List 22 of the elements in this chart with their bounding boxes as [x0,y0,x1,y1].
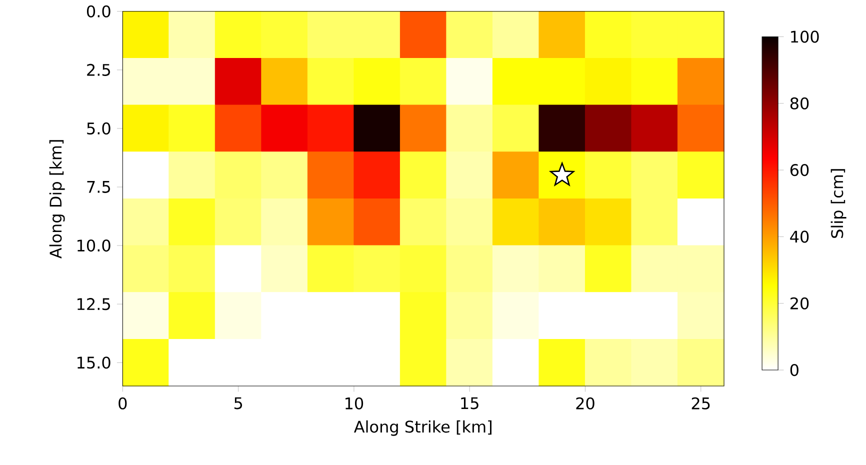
y-tick-label: 5.0 [87,122,110,135]
y-tick-label: 15.0 [78,356,110,369]
x-tick-label: 15 [461,397,478,410]
color-bar-label: 20 [790,297,809,310]
y-tick-label: 2.5 [87,64,110,76]
color-bar-label: 0 [790,364,798,376]
x-tick-label: 10 [346,397,364,410]
x-tick-label: 20 [576,397,594,410]
y-tick-label: 12.5 [78,298,110,310]
y-tick-label: 0.0 [86,5,110,18]
x-tick-label: 25 [692,397,710,410]
color-bar-label: 80 [790,97,809,110]
color-bar-label: 100 [791,30,819,43]
y-axis-title: Along Dip [km] [49,140,65,259]
y-tick-label: 10.0 [78,240,110,252]
color-bar-label: 60 [790,164,809,176]
color-bar-label: 40 [790,230,809,243]
color-bar-title: Slip [cm] [830,169,846,238]
x-tick-label: 5 [234,397,242,410]
y-tick-label: 7.5 [87,181,110,194]
x-tick-label: 0 [118,397,127,410]
x-axis-title: Along Strike [km] [354,420,492,436]
